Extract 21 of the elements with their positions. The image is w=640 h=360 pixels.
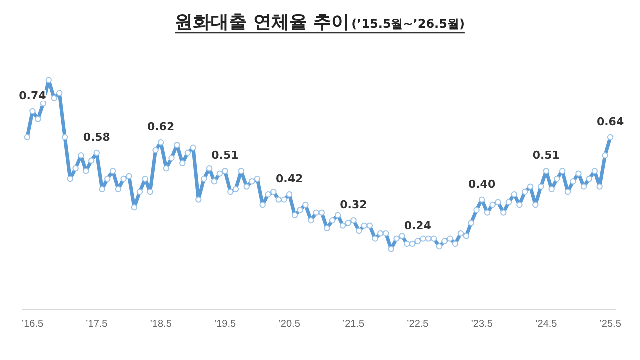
data-label: 0.64 bbox=[596, 115, 624, 128]
data-label: 0.42 bbox=[276, 172, 304, 186]
x-tick-label: ’23.5 bbox=[471, 319, 494, 330]
data-label: 0.51 bbox=[532, 149, 560, 162]
data-label: 0.32 bbox=[340, 198, 368, 212]
chart-title: 원화대출 연체율 추이 bbox=[175, 12, 350, 33]
x-tick-label: ’18.5 bbox=[150, 319, 172, 330]
x-tick-label: ’21.5 bbox=[342, 319, 365, 330]
x-tick-label: ’22.5 bbox=[407, 319, 430, 330]
chart-subtitle: (’15.5월~’26.5월) bbox=[352, 17, 465, 31]
data-label: 0.51 bbox=[212, 149, 239, 162]
data-label: 0.58 bbox=[83, 131, 110, 144]
x-tick-label: ’25.5 bbox=[600, 319, 622, 330]
x-tick-label: ’24.5 bbox=[536, 319, 558, 330]
x-tick-label: ’17.5 bbox=[86, 319, 108, 330]
data-label: 0.24 bbox=[404, 219, 432, 232]
data-label: 0.40 bbox=[468, 178, 496, 191]
x-tick-label: ’16.5 bbox=[22, 319, 44, 330]
data-label: 0.62 bbox=[147, 120, 175, 134]
x-tick-label: ’19.5 bbox=[214, 319, 236, 330]
x-tick-label: ’20.5 bbox=[278, 319, 301, 330]
